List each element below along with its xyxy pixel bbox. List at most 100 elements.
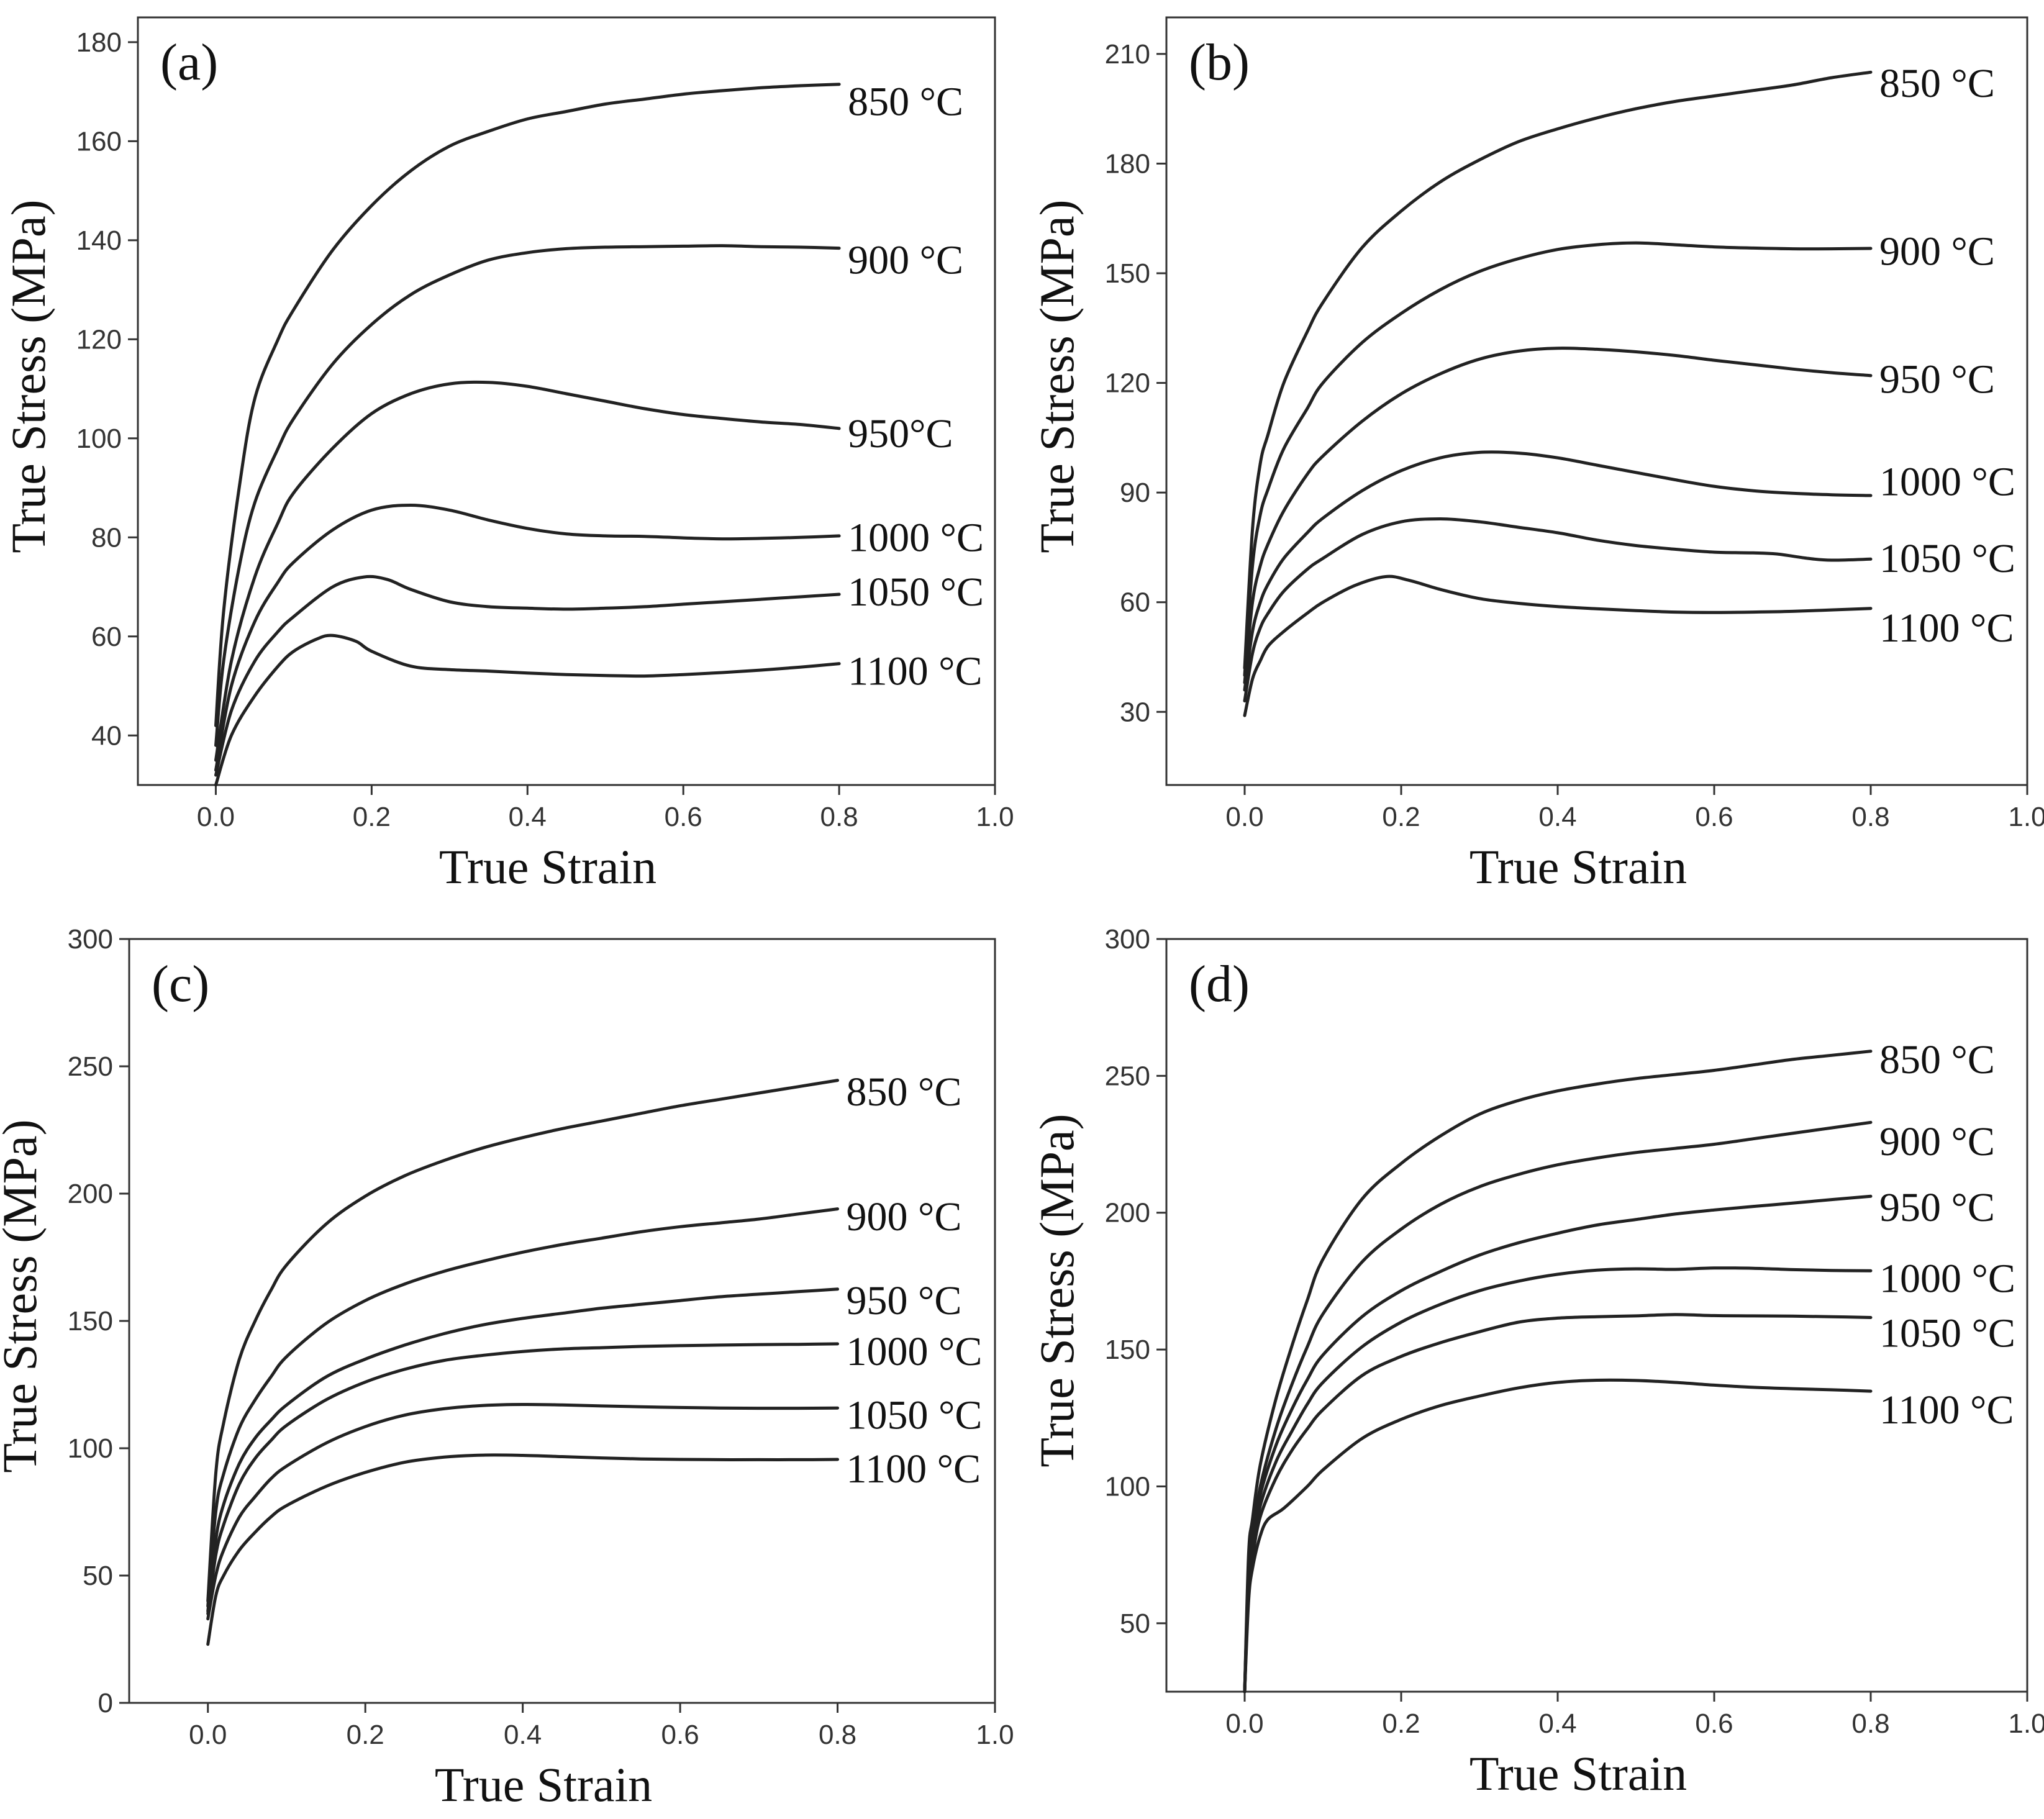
y-tick-label: 250	[1105, 1061, 1150, 1091]
y-tick-label: 60	[91, 622, 122, 652]
plot-frame	[137, 16, 996, 786]
x-tick-label: 0.8	[1851, 802, 1889, 832]
x-tick-label: 0.4	[1538, 1708, 1576, 1739]
y-tick-label: 80	[91, 522, 122, 553]
series-line	[1243, 1378, 1873, 1694]
panel-label: (b)	[1189, 34, 1250, 91]
y-tick-label: 300	[1105, 924, 1150, 955]
y-tick-label: 60	[1120, 587, 1150, 618]
series-line	[214, 83, 841, 727]
series-label: 900 °C	[1879, 1119, 1995, 1164]
x-tick-label: 0.2	[1382, 802, 1420, 832]
series-line	[1243, 574, 1873, 717]
x-tick-label: 1.0	[2008, 1708, 2044, 1739]
chart-panel-b: 0.0 0.2 0.4 0.6 0.8 1.0 30 60 90 120 150 180 210 True…	[1030, 16, 2044, 894]
series-line	[1243, 1050, 1873, 1694]
x-tick-label: 0.6	[661, 1720, 699, 1750]
panel-label: (c)	[152, 955, 209, 1013]
series-line	[206, 1453, 839, 1646]
x-tick-label: 0.6	[665, 802, 702, 832]
series-line	[1243, 1266, 1873, 1694]
x-tick-label: 0.4	[509, 802, 547, 832]
series-label: 850 °C	[1879, 61, 1995, 106]
series-line	[206, 1079, 839, 1603]
y-tick-label: 150	[1105, 1335, 1150, 1365]
y-axis-title: True Stress (MPa)	[1, 199, 55, 553]
chart-panel-d: 0.0 0.2 0.4 0.6 0.8 1.0 50 100 150 200 250 300 True …	[1030, 924, 2044, 1800]
series-line	[206, 1287, 839, 1613]
series-label: 1000 °C	[847, 1329, 983, 1374]
x-axis-title: True Strain	[1469, 840, 1687, 894]
series-label: 850 °C	[1879, 1037, 1995, 1082]
y-tick-label: 210	[1105, 39, 1150, 70]
series-label: 850 °C	[848, 79, 963, 125]
y-tick-label: 200	[68, 1179, 113, 1209]
x-tick-label: 0.8	[820, 802, 858, 832]
y-axis-title: True Stress (MPa)	[1030, 199, 1084, 553]
series-line	[1243, 70, 1873, 670]
series-label: 900 °C	[847, 1194, 962, 1240]
series-line	[1243, 1194, 1873, 1694]
y-tick-label: 40	[91, 720, 122, 751]
series-label: 1100 °C	[848, 649, 982, 694]
y-tick-label: 180	[76, 27, 122, 58]
y-tick-label: 30	[1120, 697, 1150, 727]
series-label: 1100 °C	[1879, 1387, 2014, 1433]
x-tick-label: 0.0	[1225, 1708, 1263, 1739]
x-tick-label: 1.0	[976, 1720, 1014, 1750]
plot-frame	[1165, 938, 2028, 1693]
series-line	[1243, 517, 1873, 703]
x-tick-label: 0.2	[347, 1720, 384, 1750]
chart-panel-c: 0.0 0.2 0.4 0.6 0.8 1.0 0 50 100 150 200 250 300 True…	[0, 924, 1014, 1812]
series-label: 1000 °C	[1879, 1256, 2015, 1302]
series-label: 900 °C	[848, 238, 963, 283]
y-tick-label: 250	[68, 1051, 113, 1082]
series-line	[1243, 1120, 1873, 1694]
x-axis-title: True Strain	[435, 1758, 652, 1812]
chart-panel-a: 0.0 0.2 0.4 0.6 0.8 1.0 40 60 80 100 120 140 160 180 T…	[1, 16, 1014, 894]
y-tick-label: 0	[98, 1688, 113, 1718]
series-label: 1050 °C	[847, 1393, 983, 1438]
y-tick-label: 120	[1105, 368, 1150, 399]
series-label: 1100 °C	[847, 1446, 981, 1492]
series-label: 1000 °C	[848, 515, 984, 560]
x-tick-label: 0.8	[1851, 1708, 1889, 1739]
y-tick-label: 120	[76, 324, 122, 355]
series-label: 1100 °C	[1879, 606, 2014, 651]
plot-frame	[1165, 16, 2028, 786]
panel-label: (a)	[160, 34, 218, 91]
series-line	[1243, 450, 1873, 692]
x-tick-label: 0.4	[1538, 802, 1576, 832]
panel-label: (d)	[1189, 955, 1250, 1013]
series-label: 1050 °C	[1879, 1311, 2015, 1356]
y-tick-label: 180	[1105, 148, 1150, 179]
series-line	[214, 633, 841, 787]
x-tick-label: 0.4	[504, 1720, 542, 1750]
y-tick-label: 90	[1120, 478, 1150, 508]
x-tick-label: 0.2	[1382, 1708, 1420, 1739]
x-tick-label: 1.0	[976, 802, 1014, 832]
series-line	[214, 574, 841, 777]
x-tick-label: 0.8	[819, 1720, 856, 1750]
x-tick-label: 1.0	[2008, 802, 2044, 832]
y-tick-label: 160	[76, 126, 122, 156]
x-tick-label: 0.6	[1695, 1708, 1733, 1739]
series-label: 950 °C	[1879, 1185, 1995, 1230]
series-line	[1243, 1313, 1873, 1694]
x-tick-label: 0.0	[189, 1720, 227, 1750]
series-label: 1000 °C	[1879, 459, 2015, 504]
x-tick-label: 0.0	[1225, 802, 1263, 832]
series-line	[1243, 241, 1873, 677]
y-tick-label: 200	[1105, 1198, 1150, 1228]
x-tick-label: 0.0	[197, 802, 235, 832]
y-tick-label: 50	[1120, 1608, 1150, 1639]
y-tick-label: 300	[68, 924, 113, 955]
series-label: 900 °C	[1879, 229, 1995, 274]
series-label: 1050 °C	[1879, 536, 2015, 581]
series-line	[206, 1342, 839, 1615]
series-line	[1243, 347, 1873, 684]
y-tick-label: 140	[76, 225, 122, 256]
y-tick-label: 150	[68, 1306, 113, 1336]
series-line	[206, 1402, 839, 1621]
